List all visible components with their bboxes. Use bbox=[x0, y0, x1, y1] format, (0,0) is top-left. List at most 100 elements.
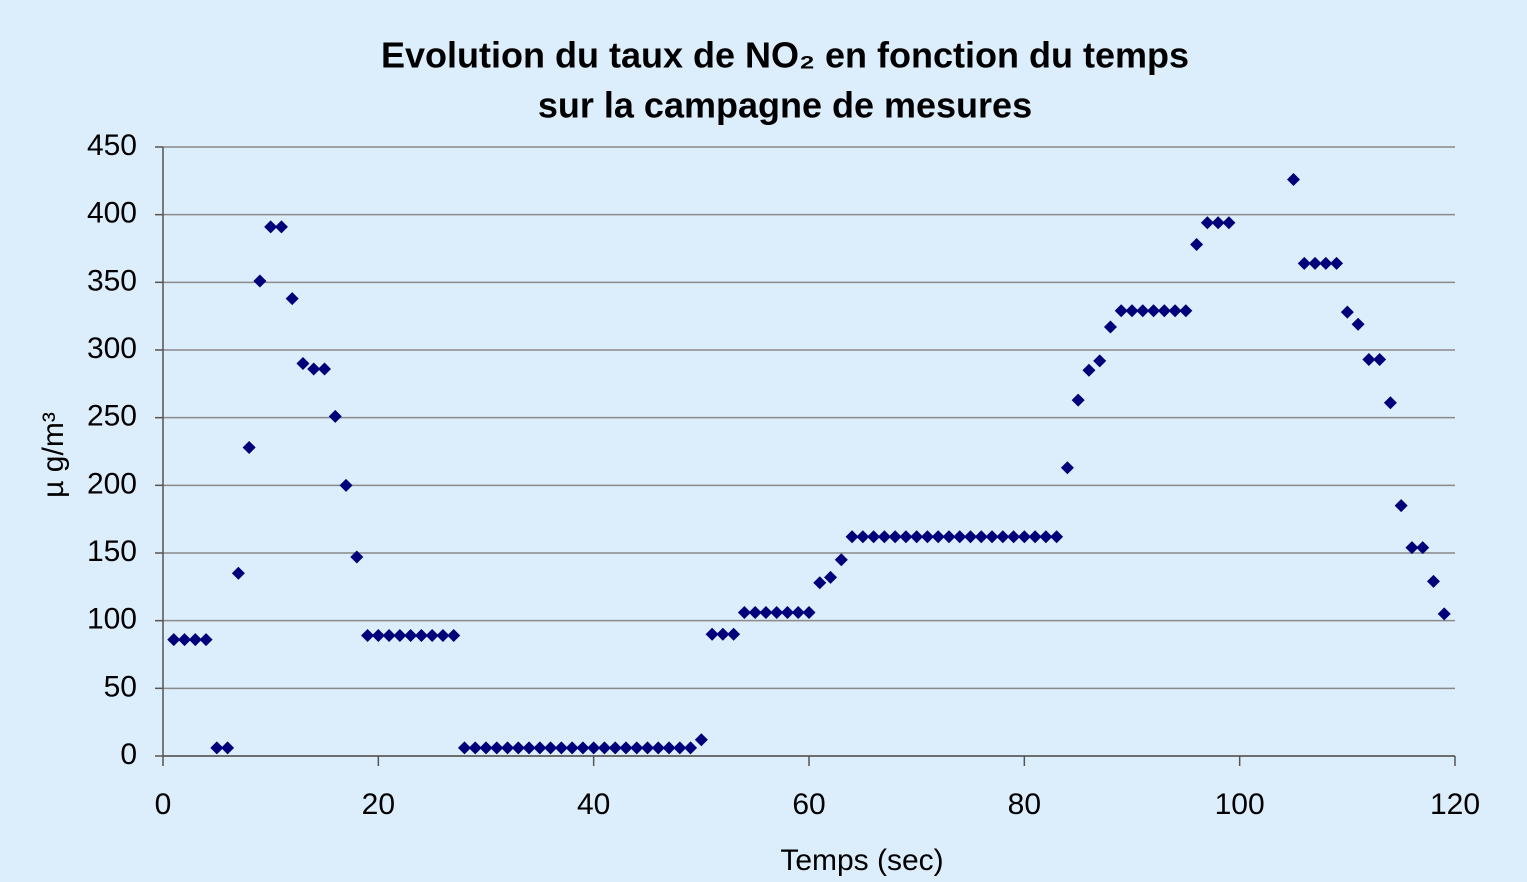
point bbox=[705, 627, 719, 641]
point bbox=[813, 576, 827, 590]
point bbox=[1136, 304, 1150, 318]
point bbox=[791, 606, 805, 620]
point bbox=[447, 629, 461, 643]
y-tick-label: 50 bbox=[104, 670, 137, 703]
point bbox=[953, 530, 967, 544]
point bbox=[780, 606, 794, 620]
point bbox=[737, 606, 751, 620]
x-tick-label: 100 bbox=[1215, 788, 1265, 821]
point bbox=[221, 741, 235, 755]
point bbox=[554, 741, 568, 755]
point bbox=[167, 633, 181, 647]
point bbox=[770, 606, 784, 620]
point bbox=[1330, 256, 1344, 270]
x-tick-label: 40 bbox=[577, 788, 610, 821]
point bbox=[630, 741, 644, 755]
point bbox=[834, 553, 848, 567]
point bbox=[985, 530, 999, 544]
point bbox=[1114, 304, 1128, 318]
point bbox=[716, 627, 730, 641]
point bbox=[1416, 541, 1430, 555]
point bbox=[178, 633, 192, 647]
point bbox=[641, 741, 654, 755]
point bbox=[210, 741, 224, 755]
y-tick-label: 200 bbox=[87, 467, 137, 500]
point bbox=[899, 530, 913, 544]
point bbox=[1222, 216, 1236, 230]
point bbox=[242, 440, 256, 454]
chart-subtitle: sur la campagne de mesures bbox=[538, 85, 1032, 126]
point bbox=[1351, 317, 1365, 331]
point bbox=[651, 741, 665, 755]
point bbox=[662, 741, 676, 755]
point bbox=[1383, 396, 1397, 410]
point bbox=[1157, 304, 1171, 318]
point bbox=[748, 606, 762, 620]
x-tick-label: 120 bbox=[1430, 788, 1480, 821]
point bbox=[684, 741, 698, 755]
point bbox=[296, 357, 310, 371]
point bbox=[587, 741, 601, 755]
point bbox=[619, 741, 633, 755]
point bbox=[501, 741, 515, 755]
point bbox=[1297, 256, 1311, 270]
y-tick-label: 250 bbox=[87, 400, 137, 433]
point bbox=[1039, 530, 1053, 544]
point bbox=[888, 530, 902, 544]
point bbox=[1071, 393, 1085, 407]
point bbox=[565, 741, 579, 755]
point bbox=[576, 741, 590, 755]
point bbox=[867, 530, 881, 544]
point bbox=[188, 633, 202, 647]
point bbox=[1093, 354, 1107, 368]
x-tick-label: 60 bbox=[792, 788, 825, 821]
point bbox=[274, 220, 288, 234]
point bbox=[1050, 530, 1064, 544]
point bbox=[490, 741, 504, 755]
point bbox=[608, 741, 622, 755]
point bbox=[285, 292, 299, 306]
point bbox=[1405, 541, 1419, 555]
chart-title: Evolution du taux de NO₂ en fonction du … bbox=[381, 35, 1189, 76]
point bbox=[1060, 461, 1074, 475]
point bbox=[1394, 499, 1408, 513]
point bbox=[1017, 530, 1031, 544]
point bbox=[1287, 172, 1300, 186]
x-axis-label: Temps (sec) bbox=[780, 844, 943, 877]
point bbox=[964, 530, 977, 544]
point bbox=[1082, 363, 1096, 377]
point bbox=[361, 629, 375, 643]
point bbox=[414, 629, 428, 643]
y-tick-label: 400 bbox=[87, 197, 137, 230]
point bbox=[371, 629, 385, 643]
point bbox=[231, 566, 245, 580]
point bbox=[597, 741, 611, 755]
point bbox=[974, 530, 988, 544]
x-tick-label: 20 bbox=[362, 788, 395, 821]
point bbox=[694, 733, 708, 747]
point bbox=[1340, 305, 1354, 319]
point bbox=[328, 409, 342, 423]
point bbox=[393, 629, 407, 643]
point bbox=[727, 627, 741, 641]
y-tick-label: 300 bbox=[87, 332, 137, 365]
x-tick-label: 0 bbox=[155, 788, 172, 821]
point bbox=[533, 741, 547, 755]
point bbox=[436, 629, 450, 643]
point bbox=[307, 362, 321, 376]
point bbox=[1373, 352, 1387, 366]
point bbox=[931, 530, 945, 544]
point bbox=[1125, 304, 1139, 318]
point bbox=[845, 530, 859, 544]
point bbox=[544, 741, 558, 755]
point bbox=[1362, 352, 1376, 366]
point bbox=[350, 550, 364, 564]
point bbox=[264, 220, 278, 234]
point bbox=[457, 741, 471, 755]
point bbox=[942, 530, 956, 544]
point bbox=[759, 606, 773, 620]
y-tick-label: 150 bbox=[87, 535, 137, 568]
point bbox=[910, 530, 924, 544]
y-tick-label: 100 bbox=[87, 603, 137, 636]
